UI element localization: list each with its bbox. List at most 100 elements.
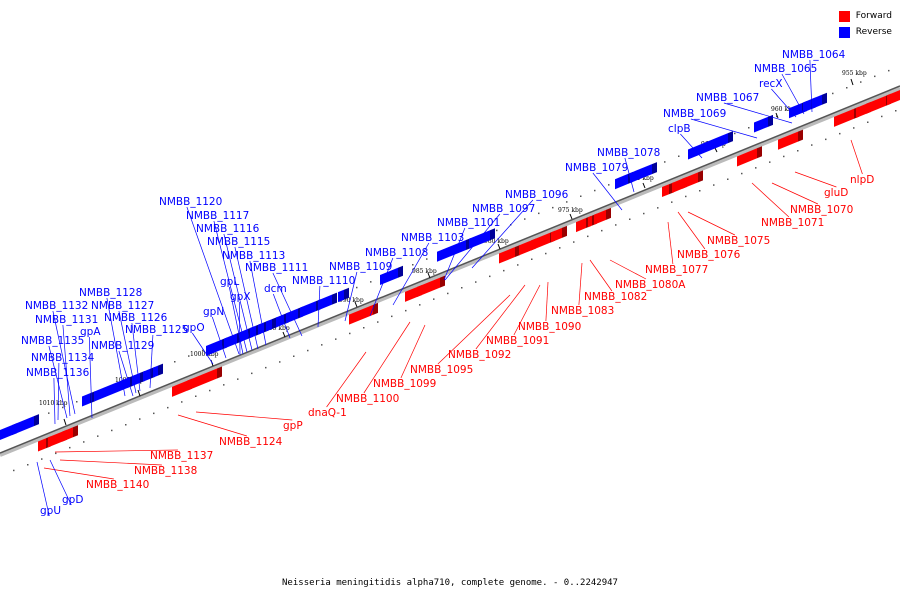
guide-dot: [489, 275, 491, 278]
forward-gene-label[interactable]: NMBB_1070: [790, 204, 853, 216]
reverse-gene-block[interactable]: [224, 331, 242, 349]
forward-gene-label[interactable]: NMBB_1083: [551, 305, 614, 317]
reverse-gene-label[interactable]: NMBB_1101: [437, 217, 500, 229]
reverse-gene-label[interactable]: NMBB_1134: [31, 352, 95, 364]
forward-gene-label[interactable]: NMBB_1138: [134, 465, 197, 477]
forward-gene-label[interactable]: dnaQ-1: [308, 407, 347, 419]
guide-dot: [97, 435, 99, 437]
reverse-gene-label[interactable]: NMBB_1131: [35, 314, 98, 326]
reverse-gene-block[interactable]: [318, 292, 337, 311]
reverse-gene-leader: [48, 345, 68, 419]
forward-gene-label[interactable]: NMBB_1080A: [615, 279, 686, 291]
reverse-gene-block[interactable]: [688, 131, 733, 160]
forward-gene-block[interactable]: [778, 129, 803, 150]
guide-dot: [888, 69, 890, 72]
reverse-gene-block[interactable]: [82, 391, 95, 407]
forward-gene-label[interactable]: NMBB_1075: [707, 235, 770, 247]
reverse-gene-label[interactable]: NMBB_1127: [91, 300, 154, 312]
forward-gene-leader: [513, 284, 541, 336]
forward-gene-label[interactable]: NMBB_1082: [584, 291, 647, 303]
reverse-gene-block[interactable]: [630, 162, 657, 184]
forward-gene-block[interactable]: [62, 425, 78, 442]
reverse-gene-label[interactable]: NMBB_1125: [125, 324, 188, 336]
reverse-gene-label[interactable]: gpN: [203, 306, 224, 318]
forward-gene-label[interactable]: NMBB_1091: [486, 335, 549, 347]
forward-gene-block[interactable]: [682, 170, 703, 189]
forward-gene-block[interactable]: [349, 302, 378, 325]
reverse-gene-block[interactable]: [300, 299, 321, 318]
reverse-gene-label[interactable]: NMBB_1079: [565, 162, 628, 174]
tick-label: 995 kbp: [265, 325, 290, 332]
guide-dot: [573, 241, 575, 243]
reverse-gene-label[interactable]: gpA: [80, 326, 101, 338]
forward-gene-label[interactable]: NMBB_1071: [761, 217, 824, 229]
reverse-gene-block[interactable]: [380, 265, 403, 286]
forward-gene-label[interactable]: NMBB_1140: [86, 479, 149, 491]
forward-gene-block[interactable]: [737, 146, 762, 167]
forward-gene-label[interactable]: NMBB_1124: [219, 436, 283, 448]
reverse-gene-label[interactable]: NMBB_1113: [222, 250, 285, 262]
forward-gene-label[interactable]: gluD: [824, 187, 848, 199]
forward-gene-label[interactable]: nlpD: [850, 174, 874, 186]
reverse-gene-leader: [213, 220, 248, 353]
reverse-gene-label[interactable]: NMBB_1116: [196, 223, 260, 235]
reverse-gene-block[interactable]: [12, 414, 39, 436]
forward-gene-block[interactable]: [551, 225, 567, 243]
reverse-gene-label[interactable]: gpU: [40, 505, 61, 517]
reverse-gene-label[interactable]: gpO: [183, 322, 205, 334]
guide-dot: [202, 349, 204, 352]
guide-dot: [601, 229, 603, 232]
reverse-gene-label[interactable]: gpD: [62, 494, 83, 506]
reverse-gene-label[interactable]: NMBB_1103: [401, 232, 464, 244]
forward-gene-label[interactable]: NMBB_1100: [336, 393, 399, 405]
reverse-gene-label[interactable]: dcm: [264, 283, 287, 295]
reverse-gene-label[interactable]: NMBB_1136: [26, 367, 90, 379]
reverse-gene-label[interactable]: NMBB_1096: [505, 189, 569, 201]
guide-dot: [713, 184, 715, 186]
reverse-gene-label[interactable]: NMBB_1097: [472, 203, 535, 215]
reverse-gene-label[interactable]: clpB: [668, 123, 691, 135]
forward-gene-block[interactable]: [417, 275, 445, 297]
reverse-gene-label[interactable]: gpX: [230, 291, 251, 303]
reverse-gene-block[interactable]: [338, 287, 349, 303]
reverse-gene-block[interactable]: [153, 363, 163, 378]
forward-gene-label[interactable]: NMBB_1076: [677, 249, 741, 261]
reverse-gene-label[interactable]: NMBB_1065: [754, 63, 817, 75]
guide-dot: [678, 155, 680, 157]
reverse-gene-label[interactable]: recX: [759, 78, 783, 90]
reverse-gene-label[interactable]: NMBB_1135: [21, 335, 84, 347]
reverse-gene-block[interactable]: [469, 228, 495, 249]
reverse-gene-label[interactable]: gpL: [220, 276, 239, 288]
reverse-gene-block[interactable]: [266, 317, 277, 332]
reverse-gene-block[interactable]: [754, 114, 773, 133]
reverse-gene-label[interactable]: NMBB_1111: [245, 262, 308, 274]
reverse-gene-label[interactable]: NMBB_1064: [782, 49, 846, 61]
reverse-gene-label[interactable]: NMBB_1132: [25, 300, 88, 312]
reverse-gene-label[interactable]: NMBB_1129: [91, 340, 154, 352]
forward-gene-label[interactable]: NMBB_1137: [150, 450, 213, 462]
reverse-gene-label[interactable]: NMBB_1115: [207, 236, 270, 248]
forward-gene-block[interactable]: [499, 244, 520, 264]
forward-gene-block[interactable]: [187, 366, 222, 391]
reverse-gene-label[interactable]: NMBB_1120: [159, 196, 222, 208]
reverse-gene-label[interactable]: NMBB_1067: [696, 92, 759, 104]
forward-gene-label[interactable]: NMBB_1095: [410, 364, 473, 376]
forward-gene-block[interactable]: [887, 88, 900, 106]
reverse-gene-leader: [106, 297, 126, 397]
reverse-gene-label[interactable]: NMBB_1078: [597, 147, 660, 159]
reverse-gene-block[interactable]: [812, 92, 827, 109]
reverse-gene-label[interactable]: NMBB_1108: [365, 247, 428, 259]
forward-gene-label[interactable]: NMBB_1090: [518, 321, 581, 333]
reverse-gene-label[interactable]: NMBB_1126: [104, 312, 168, 324]
reverse-gene-label[interactable]: NMBB_1128: [79, 287, 142, 299]
tick-mark: [850, 78, 854, 86]
forward-gene-label[interactable]: NMBB_1092: [448, 349, 511, 361]
forward-gene-label[interactable]: NMBB_1099: [373, 378, 436, 390]
reverse-gene-label[interactable]: NMBB_1117: [186, 210, 249, 222]
forward-gene-label[interactable]: gpP: [283, 420, 303, 432]
forward-gene-block[interactable]: [594, 207, 611, 225]
reverse-gene-label[interactable]: NMBB_1110: [292, 275, 355, 287]
reverse-gene-label[interactable]: NMBB_1069: [663, 108, 726, 120]
reverse-gene-label[interactable]: NMBB_1109: [329, 261, 392, 273]
forward-gene-label[interactable]: NMBB_1077: [645, 264, 708, 276]
